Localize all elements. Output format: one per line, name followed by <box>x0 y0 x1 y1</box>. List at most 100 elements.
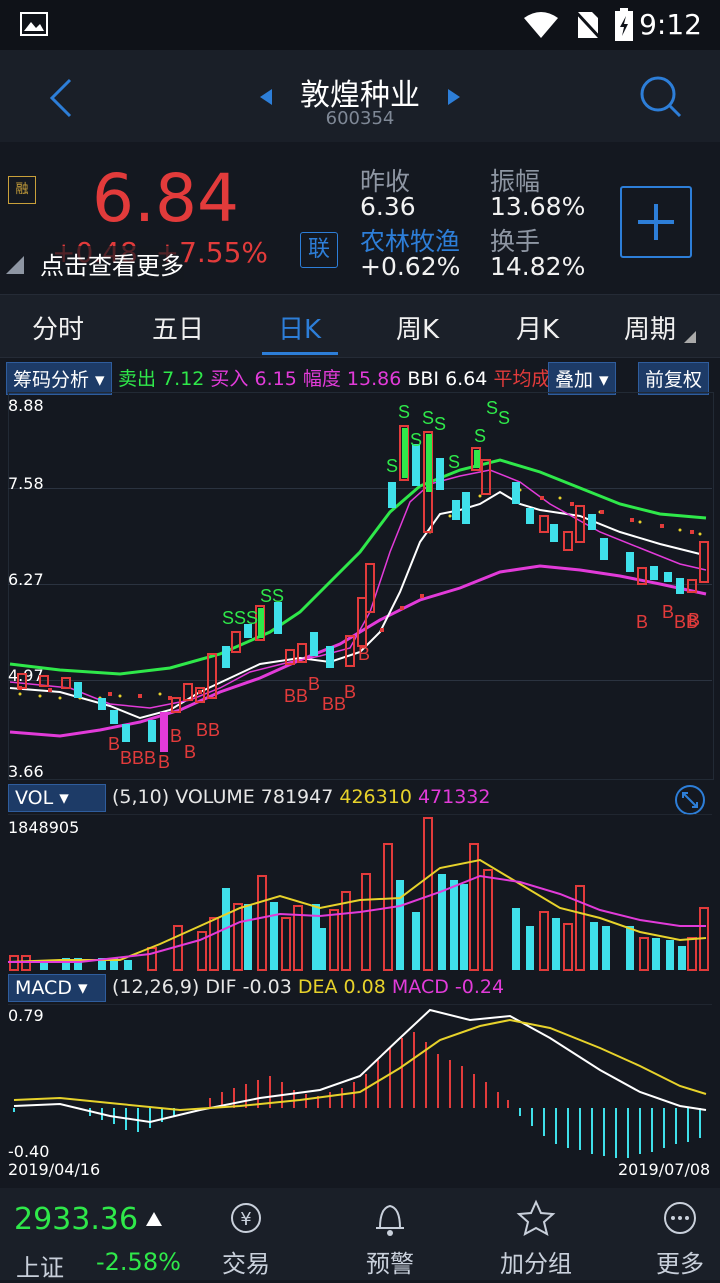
adjust-button[interactable]: 前复权 <box>638 362 710 395</box>
index-change: -2.58% <box>96 1248 181 1276</box>
date-start: 2019/04/16 <box>8 1160 101 1179</box>
clock: 9:12 <box>639 8 702 41</box>
linked-badge[interactable]: 联 <box>300 232 338 268</box>
svg-text:BB: BB <box>674 612 698 632</box>
svg-text:BBB: BBB <box>120 748 156 768</box>
svg-text:S: S <box>498 408 510 428</box>
stock-header: 敦煌种业 600354 <box>0 50 720 142</box>
turnover-value: 14.82% <box>490 252 586 281</box>
vol-max: 1848905 <box>8 818 80 837</box>
svg-text:B: B <box>158 752 170 772</box>
candle-magenta <box>160 712 168 752</box>
turnover-label: 换手 <box>490 227 541 256</box>
active-tab-indicator <box>262 352 338 355</box>
y-tick-3: 6.27 <box>8 570 44 589</box>
ma-white-line <box>9 490 701 720</box>
sector-label[interactable]: 农林牧渔 <box>360 227 461 256</box>
kline-chart[interactable] <box>8 392 714 780</box>
margin-trading-icon: 融 <box>8 176 36 204</box>
svg-text:B: B <box>344 682 356 702</box>
tab-five-day[interactable]: 五日 <box>152 315 205 345</box>
svg-text:S: S <box>272 586 284 606</box>
tab-intraday[interactable]: 分时 <box>32 315 85 345</box>
nav-alert[interactable]: 预警 <box>360 1198 420 1279</box>
svg-text:B: B <box>636 612 648 632</box>
prev-close-value: 6.36 <box>360 192 416 221</box>
vol-dropdown[interactable]: VOL ▾ <box>8 784 106 812</box>
nav-add-group-label: 加分组 <box>500 1250 572 1278</box>
date-end: 2019/07/08 <box>618 1160 711 1179</box>
nav-add-group[interactable]: 加分组 <box>496 1198 576 1279</box>
macd-ytop: 0.79 <box>8 1006 44 1025</box>
ma-dotted-yellow <box>18 488 702 700</box>
battery-charging-icon <box>615 8 633 41</box>
period-tabs: 分时 五日 日K 周K 月K 周期 <box>0 294 720 358</box>
ma-magenta-line <box>9 564 707 738</box>
macd-ybottom: -0.40 <box>8 1142 50 1161</box>
svg-text:B: B <box>108 734 120 754</box>
y-tick-2: 7.58 <box>8 474 44 493</box>
fullscreen-icon[interactable] <box>674 784 706 816</box>
index-value[interactable]: 2933.36 <box>14 1202 139 1237</box>
macd-chart <box>8 1004 712 1158</box>
expand-corner-icon <box>6 256 24 274</box>
svg-text:S: S <box>434 414 446 434</box>
candles-green-highlight <box>258 428 480 638</box>
volume-header: VOL ▾ (5,10) VOLUME 781947 426310 471332 <box>8 784 712 816</box>
bell-icon <box>376 1204 404 1236</box>
candles-up <box>17 425 709 713</box>
stock-code: 600354 <box>325 108 395 129</box>
svg-text:B: B <box>184 742 196 762</box>
volume-chart <box>7 814 712 971</box>
chip-analysis-dropdown[interactable]: 筹码分析 ▾ <box>6 362 112 395</box>
svg-text:B: B <box>662 602 674 622</box>
more-info-hint[interactable]: 点击查看更多 <box>40 246 184 281</box>
nav-more[interactable]: 更多 <box>650 1198 710 1279</box>
svg-text:S: S <box>234 608 246 628</box>
kline-indicator-bar: 筹码分析 ▾ 卖出 7.12 买入 6.15 幅度 15.86 BBI 6.64… <box>0 358 720 395</box>
svg-text:S: S <box>386 456 398 476</box>
svg-text:S: S <box>422 408 434 428</box>
svg-text:BB: BB <box>322 694 346 714</box>
overlay-dropdown[interactable]: 叠加 ▾ <box>548 362 616 395</box>
plus-icon <box>638 204 674 240</box>
nav-alert-label: 预警 <box>366 1250 414 1278</box>
svg-text:¥: ¥ <box>240 1209 251 1230</box>
nav-trade[interactable]: ¥ 交易 <box>216 1198 276 1279</box>
tab-daily-k[interactable]: 日K <box>278 315 322 345</box>
svg-text:B: B <box>358 644 370 664</box>
back-icon[interactable] <box>46 78 76 118</box>
svg-text:S: S <box>448 452 460 472</box>
tab-weekly-k[interactable]: 周K <box>396 315 440 345</box>
stock-name: 敦煌种业 <box>300 78 420 113</box>
wifi-icon <box>524 12 558 38</box>
prev-stock-icon[interactable] <box>258 88 274 106</box>
y-tick-top: 8.88 <box>8 396 44 415</box>
svg-text:S: S <box>246 608 258 628</box>
gallery-icon <box>20 12 48 36</box>
tab-monthly-k[interactable]: 月K <box>516 315 560 345</box>
y-tick-bottom: 3.66 <box>8 762 44 781</box>
status-bar: 9:12 <box>0 0 720 50</box>
trade-icon: ¥ <box>231 1203 261 1233</box>
macd-header: MACD ▾ (12,26,9) DIF -0.03 DEA 0.08 MACD… <box>8 974 712 1004</box>
amplitude-label: 振幅 <box>490 167 541 196</box>
more-icon <box>664 1202 696 1234</box>
svg-text:B: B <box>170 726 182 746</box>
next-stock-icon[interactable] <box>446 88 462 106</box>
macd-dropdown[interactable]: MACD ▾ <box>8 974 106 1002</box>
svg-text:BB: BB <box>196 720 220 740</box>
macd-values: (12,26,9) DIF -0.03 DEA 0.08 MACD -0.24 <box>112 976 505 998</box>
index-name: 上证 <box>16 1254 64 1282</box>
tab-period[interactable]: 周期 <box>624 315 677 345</box>
add-watchlist-button[interactable] <box>620 186 692 258</box>
prev-close-label: 昨收 <box>360 167 411 196</box>
current-price: 6.84 <box>92 160 239 237</box>
index-expand-icon[interactable] <box>146 1212 162 1226</box>
svg-text:S: S <box>410 430 422 450</box>
svg-text:S: S <box>486 398 498 418</box>
search-icon[interactable] <box>638 74 682 118</box>
